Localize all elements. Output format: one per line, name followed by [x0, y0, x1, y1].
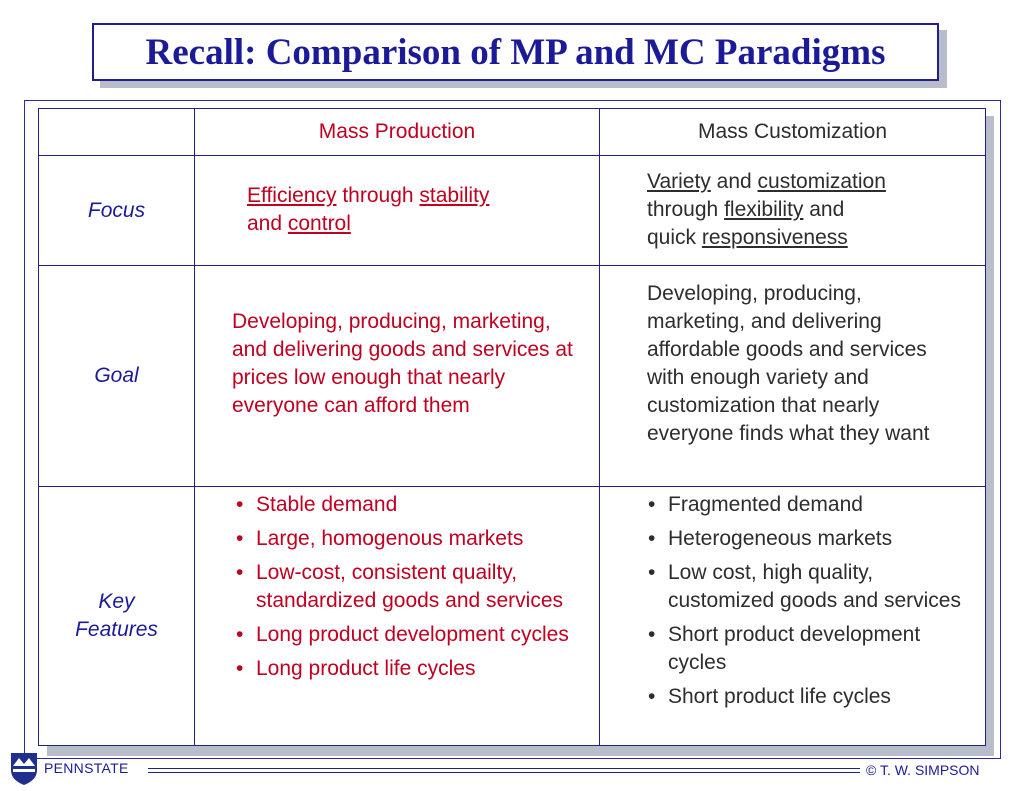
pennstate-shield-logo	[11, 753, 37, 785]
row-label-focus: Focus	[38, 155, 195, 266]
focus-mc-word-customization: customization	[757, 170, 886, 193]
focus-mc-word-variety: Variety	[647, 170, 711, 193]
row-label-key: Key	[98, 590, 135, 613]
goal-mp-text: Developing, producing, marketing, and de…	[232, 310, 573, 417]
list-item: Low-cost, consistent quailty, standardiz…	[232, 559, 589, 615]
features-mc-cell: Fragmented demand Heterogeneous markets …	[599, 486, 986, 746]
focus-mc-connector-quick: quick	[647, 226, 702, 249]
footer-author: © T. W. SIMPSON	[866, 762, 980, 778]
focus-mc-connector-and: and	[803, 198, 845, 221]
features-mp-list: Stable demand Large, homogenous markets …	[195, 487, 599, 683]
list-item: Heterogeneous markets	[644, 525, 975, 553]
focus-mp-word-stability: stability	[419, 184, 490, 207]
focus-mp-cell: Efficiency through stability and control	[194, 155, 600, 266]
focus-mp-word-control: control	[287, 212, 351, 235]
focus-row: Focus Efficiency through stability and c…	[38, 155, 986, 266]
focus-mp-text: Efficiency through stability and control	[195, 156, 599, 238]
focus-mp-connector: through	[336, 184, 420, 207]
row-label-key-features: Key Features	[38, 486, 195, 746]
slide-title: Recall: Comparison of MP and MC Paradigm…	[145, 31, 886, 73]
features-row: Key Features Stable demand Large, homoge…	[38, 486, 986, 746]
goal-mc-cell: Developing, producing, marketing, and de…	[599, 265, 986, 487]
comparison-table: Mass Production Mass Customization Focus…	[38, 108, 986, 746]
header-row: Mass Production Mass Customization	[38, 108, 986, 156]
focus-mc-text: Variety and customization through flexib…	[600, 156, 985, 252]
focus-mp-word-efficiency: Efficiency	[247, 184, 337, 207]
list-item: Fragmented demand	[644, 491, 975, 519]
features-mp-cell: Stable demand Large, homogenous markets …	[194, 486, 600, 746]
list-item: Long product development cycles	[232, 621, 589, 649]
row-label-goal: Goal	[38, 265, 195, 487]
goal-row: Goal Developing, producing, marketing, a…	[38, 265, 986, 487]
row-label-features: Features	[75, 618, 158, 641]
focus-mc-word-flexibility: flexibility	[724, 198, 804, 221]
column-header-mass-production: Mass Production	[194, 108, 600, 156]
list-item: Large, homogenous markets	[232, 525, 589, 553]
corner-cell	[38, 108, 195, 156]
list-item: Stable demand	[232, 491, 589, 519]
focus-mp-connector-and: and	[247, 212, 288, 235]
focus-mc-cell: Variety and customization through flexib…	[599, 155, 986, 266]
goal-mp-cell: Developing, producing, marketing, and de…	[194, 265, 600, 487]
focus-mc-connector: and	[710, 170, 758, 193]
list-item: Short product development cycles	[644, 621, 975, 677]
footer-pennstate: PENNSTATE	[44, 760, 129, 776]
title-box: Recall: Comparison of MP and MC Paradigm…	[92, 23, 939, 81]
list-item: Short product life cycles	[644, 683, 975, 711]
list-item: Low cost, high quality, customized goods…	[644, 559, 975, 615]
goal-mc-text: Developing, producing, marketing, and de…	[647, 282, 930, 445]
focus-mc-connector-through: through	[647, 198, 725, 221]
column-header-mass-customization: Mass Customization	[599, 108, 986, 156]
footer-divider	[148, 768, 860, 773]
list-item: Long product life cycles	[232, 655, 589, 683]
focus-mc-word-responsiveness: responsiveness	[701, 226, 848, 249]
features-mc-list: Fragmented demand Heterogeneous markets …	[600, 487, 985, 711]
